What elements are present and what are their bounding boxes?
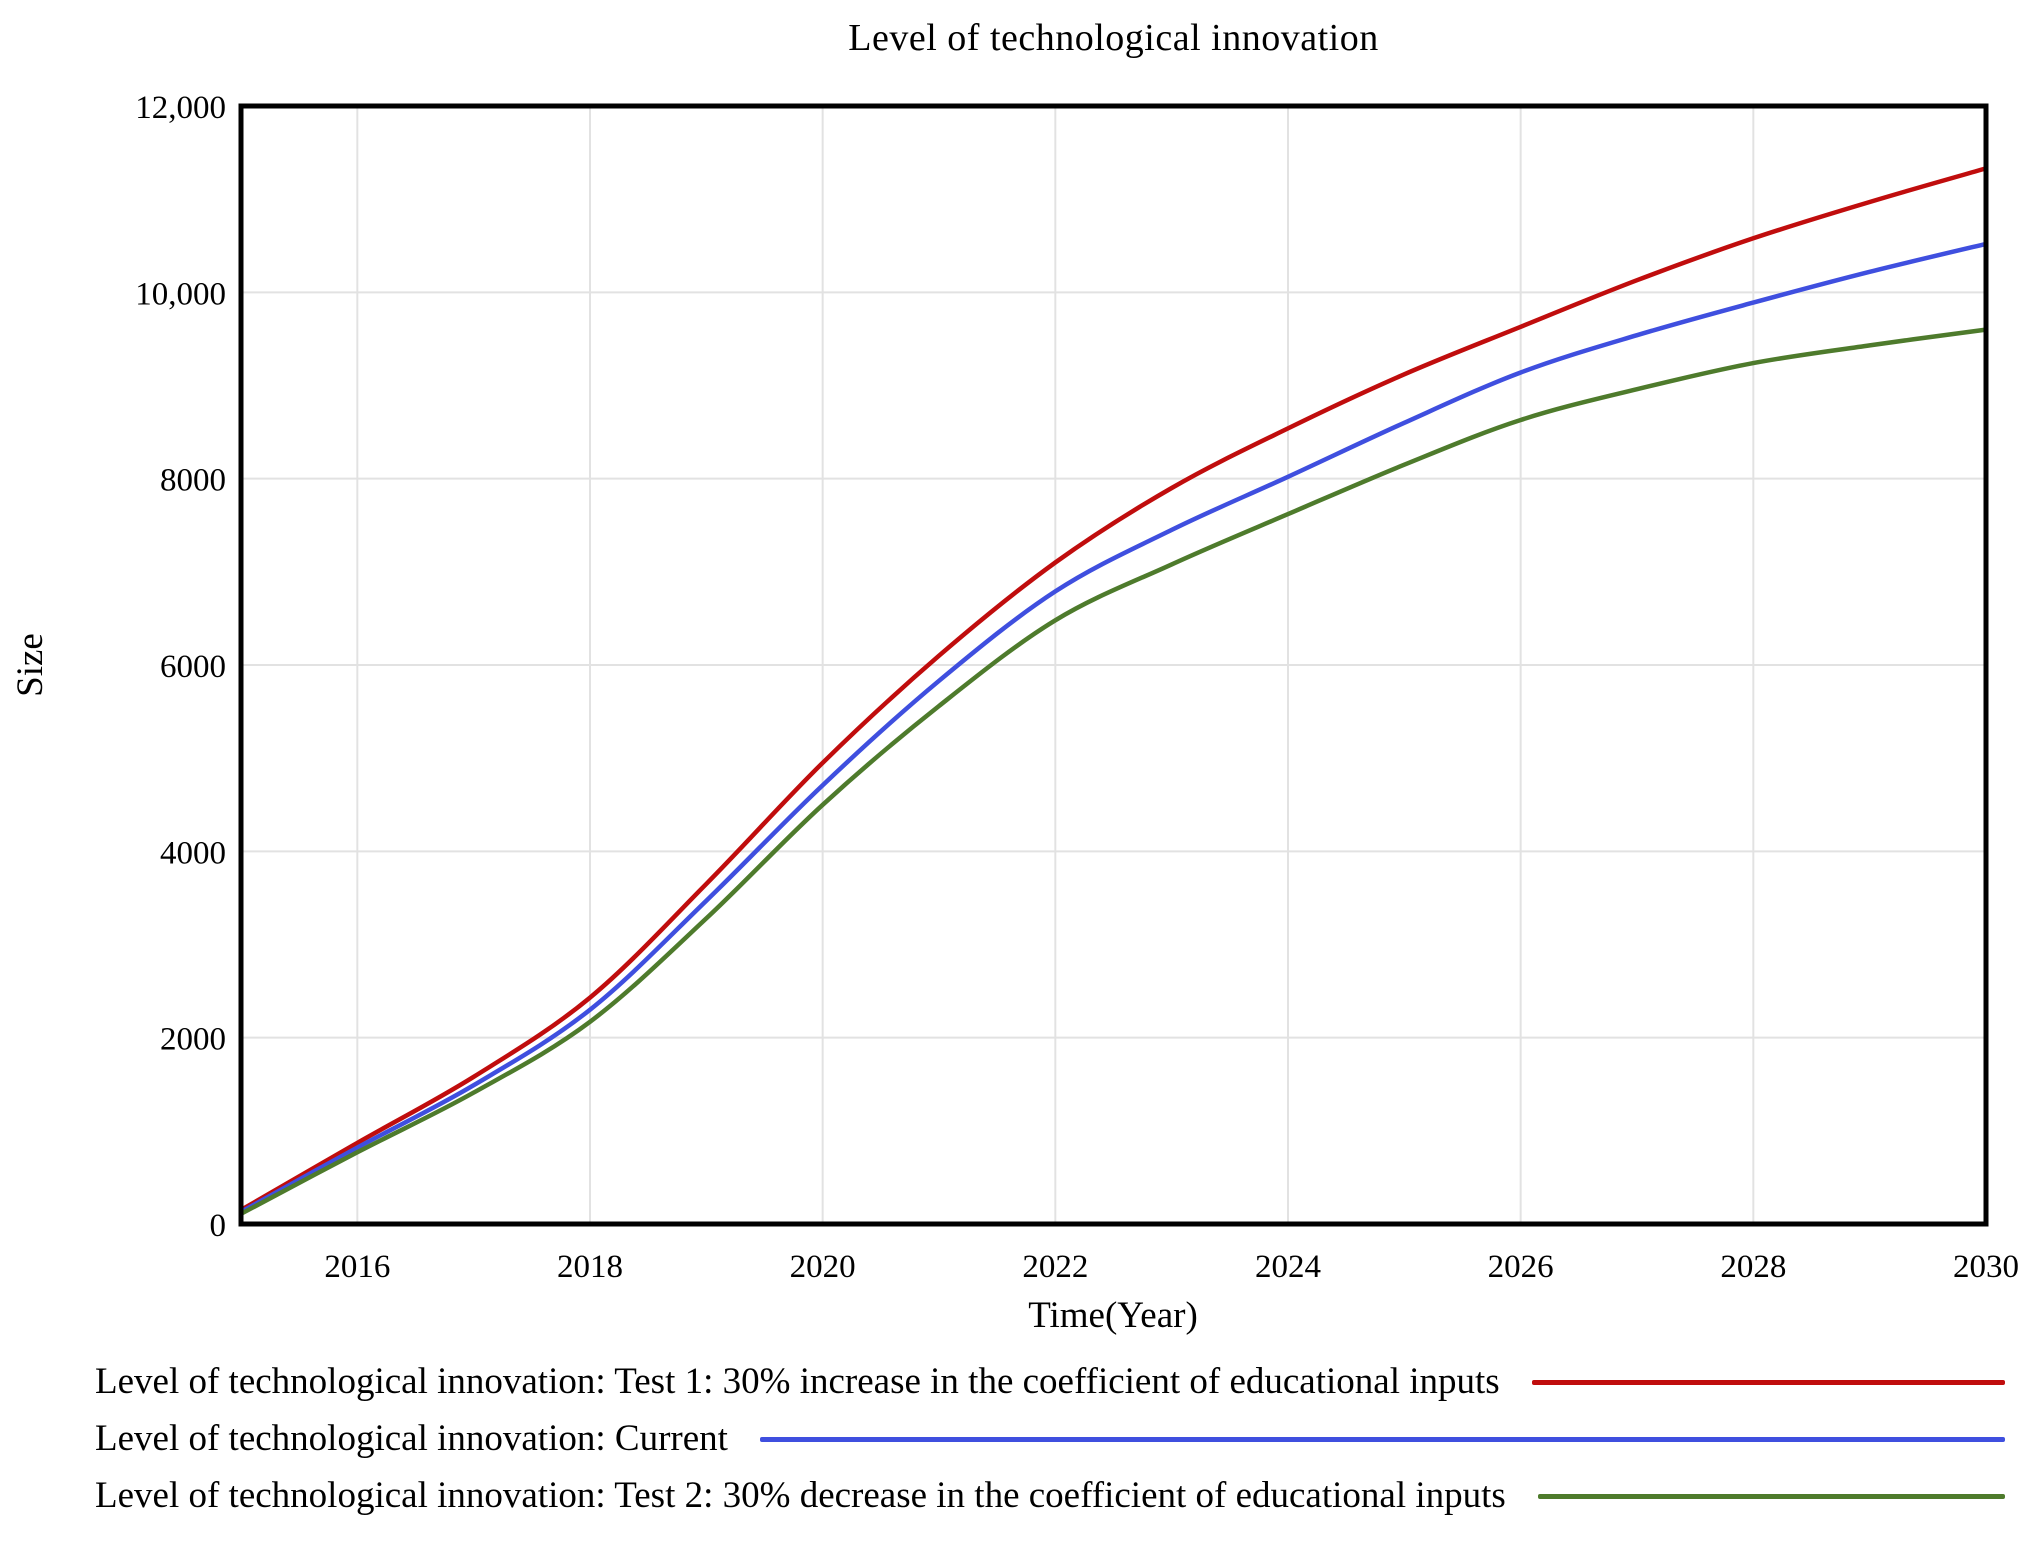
legend-label: Level of technological innovation: Test … xyxy=(95,1361,1500,1402)
x-tick-label: 2026 xyxy=(1488,1249,1554,1285)
y-tick-label: 12,000 xyxy=(135,90,226,126)
legend-row: Level of technological innovation: Test … xyxy=(95,1358,2015,1406)
legend-line-swatch xyxy=(759,1436,2005,1442)
legend: Level of technological innovation: Test … xyxy=(95,1358,2015,1520)
x-tick-label: 2018 xyxy=(557,1249,623,1285)
chart-title: Level of technological innovation xyxy=(848,17,1379,59)
y-tick-label: 6000 xyxy=(160,649,226,685)
legend-line-swatch xyxy=(1537,1493,2005,1499)
legend-label: Level of technological innovation: Curre… xyxy=(95,1418,728,1459)
x-tick-label: 2024 xyxy=(1255,1249,1321,1285)
y-tick-label: 4000 xyxy=(160,835,226,871)
series-line-1 xyxy=(238,241,1989,1215)
series-line-0 xyxy=(238,166,1989,1213)
legend-row: Level of technological innovation: Test … xyxy=(95,1472,2015,1520)
plot-area: 0 2000 4000 6000 8000 10,000 12,000 2016 2018 202… xyxy=(10,90,2019,1336)
x-tick-label: 2028 xyxy=(1720,1249,1786,1285)
legend-label: Level of technological innovation: Test … xyxy=(95,1475,1506,1516)
y-tick-label: 8000 xyxy=(160,463,226,499)
y-axis-label: Size xyxy=(10,633,51,697)
x-tick-label: 2020 xyxy=(790,1249,856,1285)
y-tick-label: 0 xyxy=(210,1208,227,1244)
x-tick-label: 2022 xyxy=(1022,1249,1088,1285)
y-tick-label: 2000 xyxy=(160,1022,226,1058)
x-axis-label: Time(Year) xyxy=(1028,1295,1198,1336)
y-tick-label: 10,000 xyxy=(135,276,226,312)
series-line-2 xyxy=(238,327,1989,1217)
x-tick-label: 2030 xyxy=(1953,1249,2019,1285)
legend-row: Level of technological innovation: Curre… xyxy=(95,1415,2015,1463)
plot-frame xyxy=(238,103,1989,1227)
x-tick-label: 2016 xyxy=(324,1249,390,1285)
legend-line-swatch xyxy=(1531,1379,2005,1385)
